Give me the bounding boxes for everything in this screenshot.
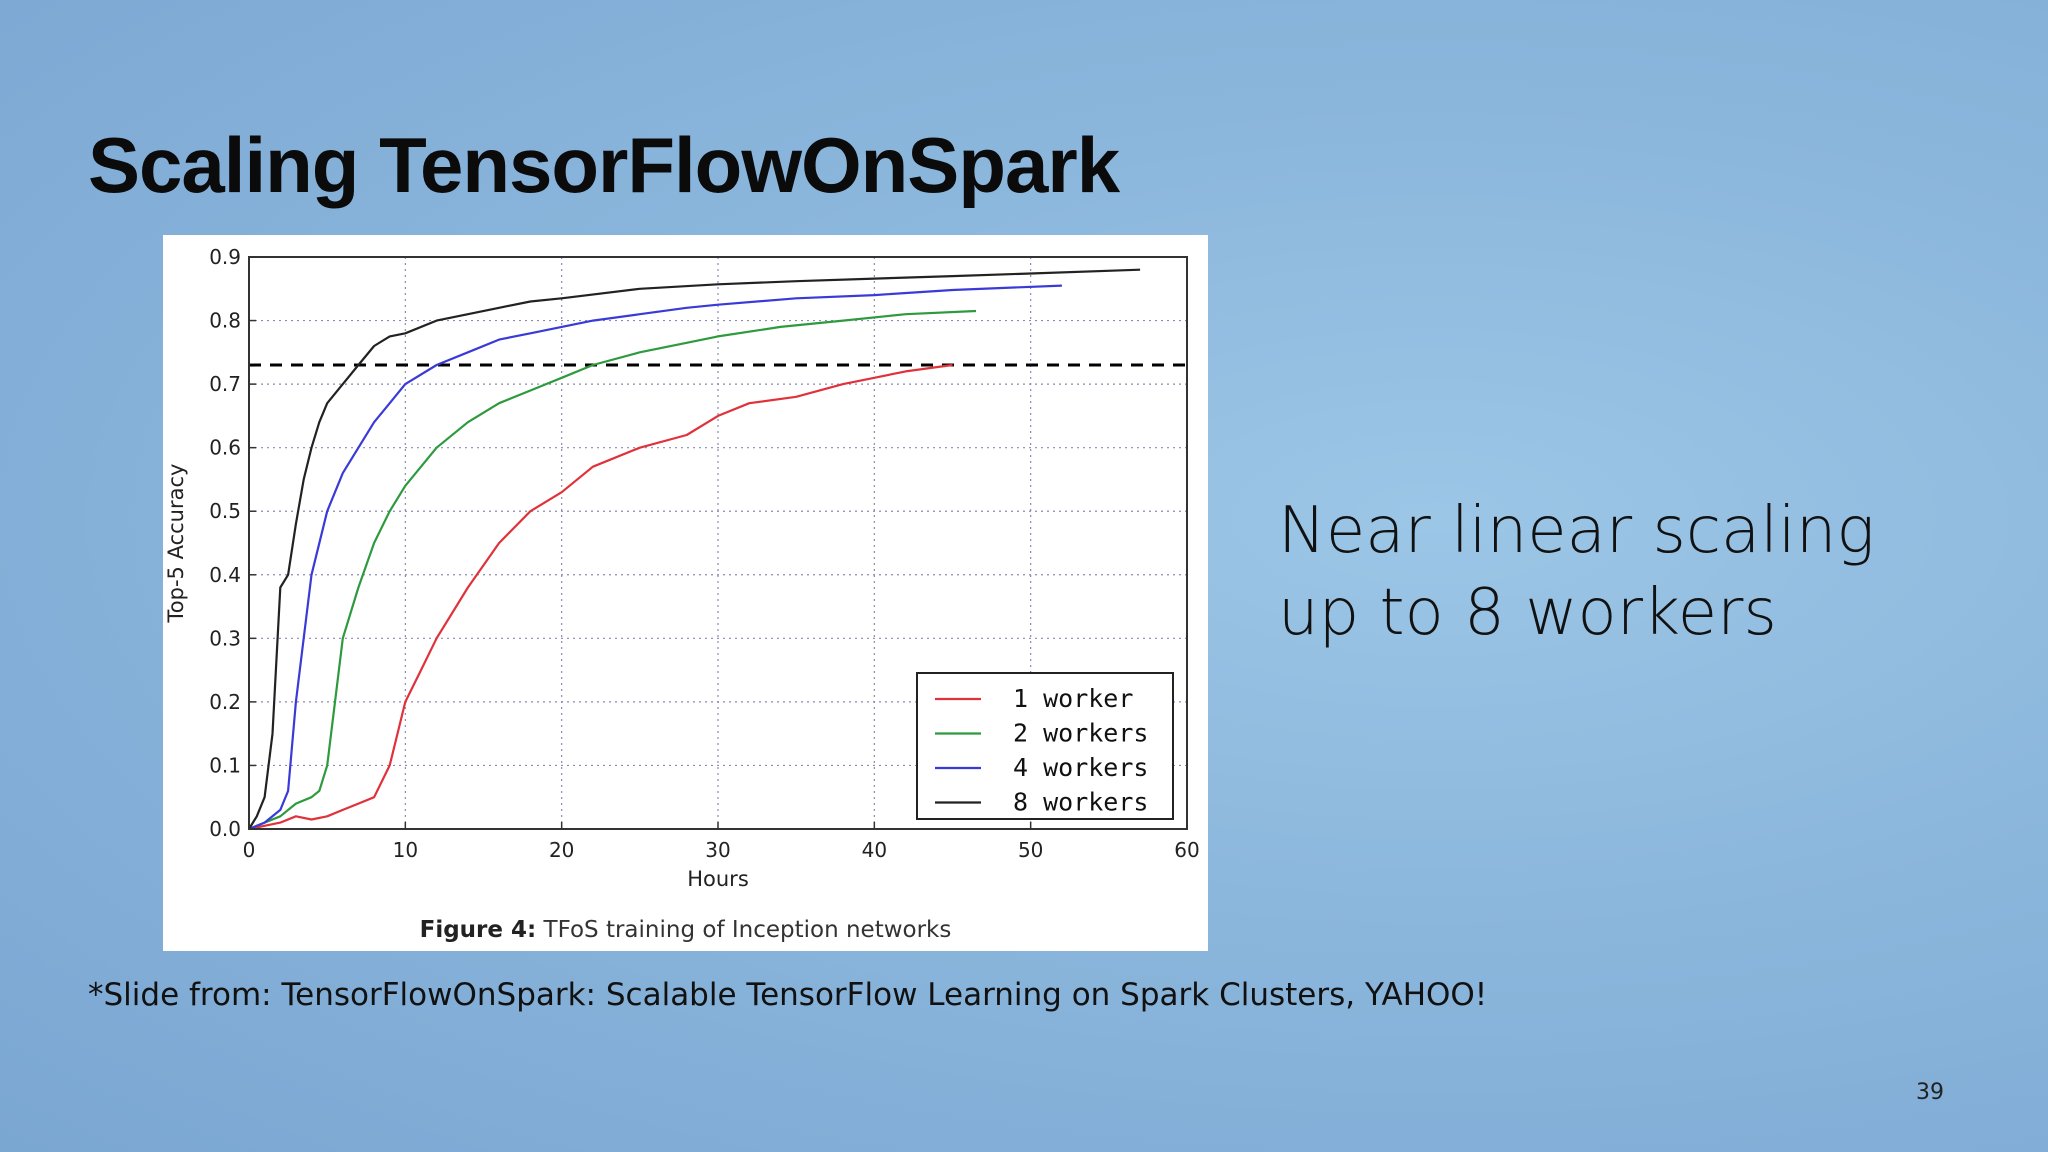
x-axis-label: Hours: [687, 867, 749, 891]
side-text-line-1: Near linear scaling: [1278, 494, 1875, 568]
series-line-8-workers: [248, 268, 1141, 830]
y-tick-label: 0.8: [209, 309, 241, 333]
y-tick-label: 0.2: [209, 690, 241, 714]
slide-title: Scaling TensorFlowOnSpark: [88, 121, 1120, 209]
footnote: *Slide from: TensorFlowOnSpark: Scalable…: [88, 977, 1488, 1013]
legend-box: [916, 672, 1174, 820]
page-number: 39: [1916, 1080, 1944, 1105]
series-line-1-worker: [248, 363, 953, 831]
x-tick-label: 60: [1174, 838, 1199, 862]
legend-label: 4 workers: [1013, 753, 1148, 782]
x-tick-label: 20: [549, 838, 574, 862]
axis-ticks: 0 10 20 30 40 50 60 0.0 0.1 0.2 0.3 0.4 0.5 0.6 0.7 0.8…: [209, 245, 1200, 862]
y-tick-label: 0.6: [209, 436, 241, 460]
side-text-line-2: up to 8 workers: [1278, 576, 1777, 650]
series-line-4-workers: [248, 284, 1062, 831]
line-chart: 0 10 20 30 40 50 60 0.0 0.1 0.2 0.3 0.4 0.5 0.6 0.7 0.8…: [164, 245, 1200, 891]
side-text: Near linear scaling up to 8 workers: [1278, 490, 1978, 654]
y-tick-label: 0.9: [209, 245, 241, 269]
x-tick-label: 30: [705, 838, 730, 862]
y-tick-label: 0.0: [209, 817, 241, 841]
y-axis-label: Top-5 Accuracy: [164, 464, 188, 624]
series-lines: [248, 268, 1141, 831]
y-tick-label: 0.4: [209, 563, 241, 587]
legend-label: 2 workers: [1013, 719, 1148, 748]
legend-label: 1 worker: [1013, 684, 1133, 713]
y-tick-label: 0.7: [209, 372, 241, 396]
x-tick-label: 0: [243, 838, 256, 862]
series-line-2-workers: [248, 309, 977, 831]
figure-caption: Figure 4: TFoS training of Inception net…: [163, 917, 1208, 943]
x-tick-label: 10: [393, 838, 418, 862]
y-tick-label: 0.3: [209, 626, 241, 650]
x-tick-label: 40: [862, 838, 887, 862]
caption-bold: Figure 4:: [419, 917, 537, 943]
legend: 1 worker 2 workers 4 workers 8 workers: [916, 672, 1174, 820]
x-tick-label: 50: [1018, 838, 1043, 862]
caption-text: TFoS training of Inception networks: [536, 917, 952, 943]
y-tick-label: 0.1: [209, 753, 241, 777]
y-tick-label: 0.5: [209, 499, 241, 523]
legend-label: 8 workers: [1013, 788, 1148, 817]
chart-figure: 0 10 20 30 40 50 60 0.0 0.1 0.2 0.3 0.4 0.5 0.6 0.7 0.8…: [163, 235, 1208, 951]
